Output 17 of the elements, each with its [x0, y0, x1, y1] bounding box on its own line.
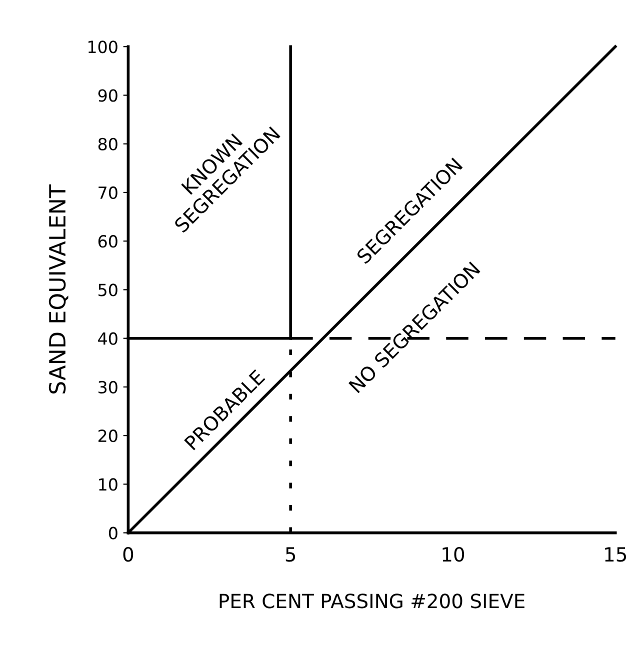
y-tick-label: 90: [98, 89, 118, 102]
y-tick-label: 30: [98, 380, 118, 394]
y-tick-label: 10: [99, 478, 118, 491]
y-tick-label: 100: [88, 40, 118, 54]
y-tick-label: 80: [98, 138, 118, 150]
x-tick-label: 0: [123, 547, 134, 562]
y-tick-label: 20: [98, 430, 118, 442]
y-axis-title: SAND EQUIVALENT: [48, 184, 68, 394]
x-tick-label: 10: [442, 547, 464, 562]
y-tick-label: 60: [98, 235, 118, 248]
y-tick-label: 40: [98, 332, 118, 345]
x-tick-label: 5: [286, 547, 296, 562]
y-tick-label: 50: [98, 284, 118, 296]
x-tick-label: 15: [605, 547, 626, 562]
x-axis-title: PER CENT PASSING #200 SIEVE: [220, 594, 524, 608]
y-tick-label: 0: [108, 526, 118, 540]
y-tick-label: 70: [98, 186, 118, 200]
